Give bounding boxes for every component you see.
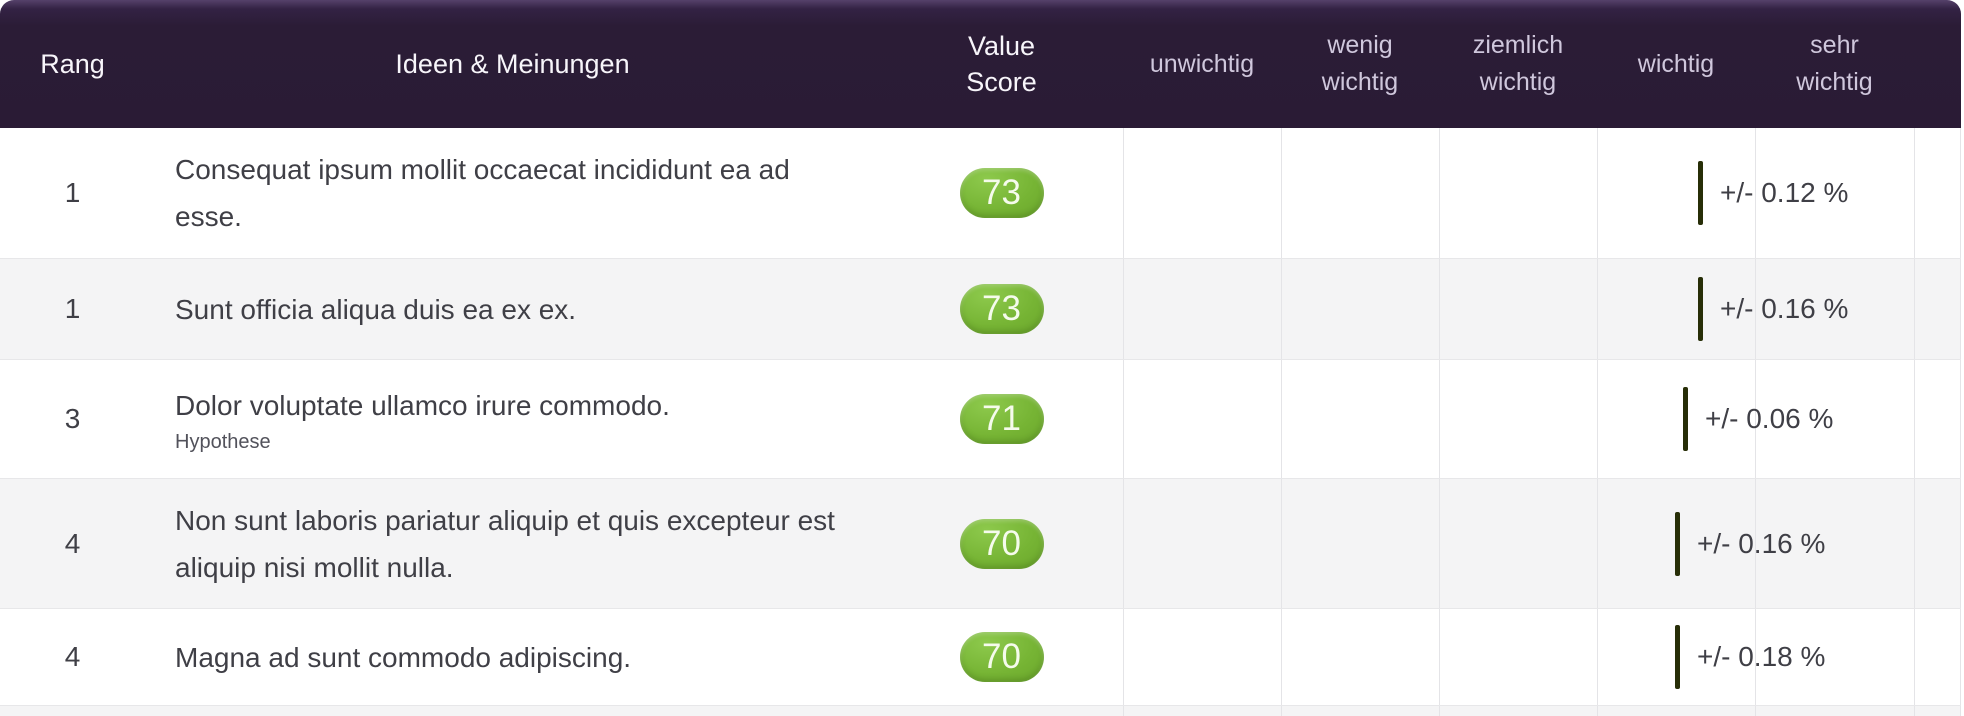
score-cell: 71 <box>880 360 1123 478</box>
idea-subtitle: Hypothese <box>175 431 271 453</box>
header-gutter <box>1914 0 1961 128</box>
scale-cell-unwichtig <box>1123 128 1281 258</box>
idea-text: Non sunt laboris pariatur aliquip et qui… <box>175 504 835 583</box>
scale-cell-sehr-wichtig <box>1755 259 1914 359</box>
idea-text: Consequat ipsum mollit occaecat incididu… <box>175 154 790 232</box>
rank-cell: 1 <box>64 177 81 208</box>
idea-cell: Non sunt laboris pariatur aliquip et qui… <box>145 479 880 608</box>
idea-text: Sunt officia aliqua duis ea ex ex. <box>175 293 577 325</box>
idea-cell: Sunt officia aliqua duis ea ex ex. <box>145 259 880 359</box>
value-score-pill: 73 <box>959 284 1044 334</box>
value-score-pill: 71 <box>959 394 1044 444</box>
scale-cell-unwichtig <box>1123 259 1281 359</box>
scale-cell-wenig-wichtig <box>1281 706 1439 716</box>
table-row[interactable]: 4 Non sunt laboris pariatur aliquip et q… <box>0 478 1961 608</box>
table-body: 1 Consequat ipsum mollit occaecat incidi… <box>0 128 1961 716</box>
scale-cell-wenig-wichtig <box>1281 360 1439 478</box>
scale-cell-sehr-wichtig <box>1755 706 1914 716</box>
score-cell <box>880 706 1123 716</box>
row-gutter <box>1914 128 1961 258</box>
scale-cell-wenig-wichtig <box>1281 609 1439 705</box>
scale-cell-ziemlich-wichtig <box>1439 706 1597 716</box>
rank-cell: 4 <box>64 527 81 559</box>
col-header-value-score: Value Score <box>966 31 1037 97</box>
row-gutter <box>1914 360 1961 478</box>
row-gutter <box>1914 479 1961 608</box>
col-header-ideen-meinungen: Ideen & Meinungen <box>395 49 630 79</box>
idea-text: Dolor voluptate ullamco irure commodo. <box>175 390 670 421</box>
col-header-rang: Rang <box>40 49 105 79</box>
scale-cell-unwichtig <box>1123 609 1281 705</box>
scale-cell-wichtig <box>1597 706 1755 716</box>
score-cell: 73 <box>880 128 1123 258</box>
score-cell: 70 <box>880 479 1123 608</box>
row-gutter <box>1914 259 1961 359</box>
scale-cell-wichtig <box>1597 360 1755 478</box>
value-score-pill: 70 <box>959 518 1044 569</box>
scale-cell-sehr-wichtig <box>1755 479 1914 608</box>
scale-cell-wichtig <box>1597 479 1755 608</box>
scale-cell-ziemlich-wichtig <box>1439 479 1597 608</box>
col-header-unwichtig: unwichtig <box>1149 49 1255 78</box>
scale-cell-wenig-wichtig <box>1281 259 1439 359</box>
scale-cell-unwichtig <box>1123 479 1281 608</box>
col-header-ziemlich-wichtig: ziemlich wichtig <box>1472 31 1564 96</box>
idea-text: Magna ad sunt commodo adipiscing. <box>175 641 632 673</box>
idea-cell: Magna ad sunt commodo adipiscing. <box>145 609 880 705</box>
scale-cell-wenig-wichtig <box>1281 128 1439 258</box>
row-gutter <box>1914 609 1961 705</box>
idea-cell: Dolor voluptate ullamco irure commodo. H… <box>145 360 880 478</box>
col-header-wichtig: wichtig <box>1637 49 1715 78</box>
col-header-sehr-wichtig: sehr wichtig <box>1796 31 1873 96</box>
scale-cell-ziemlich-wichtig <box>1439 259 1597 359</box>
scale-cell-wichtig <box>1597 259 1755 359</box>
table-row[interactable]: 1 Consequat ipsum mollit occaecat incidi… <box>0 128 1961 258</box>
scale-cell-sehr-wichtig <box>1755 128 1914 258</box>
table-row[interactable]: 3 Dolor voluptate ullamco irure commodo.… <box>0 359 1961 478</box>
rank-cell: 1 <box>64 293 81 324</box>
scale-cell-wichtig <box>1597 128 1755 258</box>
value-score-pill: 73 <box>959 168 1044 218</box>
table-row-partial[interactable] <box>0 705 1961 716</box>
scale-cell-unwichtig <box>1123 360 1281 478</box>
idea-cell <box>145 706 880 716</box>
value-score-pill: 70 <box>959 632 1044 682</box>
scale-cell-unwichtig <box>1123 706 1281 716</box>
table-header: Rang Ideen & Meinungen Value Score unwic… <box>0 0 1961 128</box>
score-cell: 70 <box>880 609 1123 705</box>
scale-cell-ziemlich-wichtig <box>1439 609 1597 705</box>
scale-cell-wichtig <box>1597 609 1755 705</box>
score-cell: 73 <box>880 259 1123 359</box>
scale-cell-ziemlich-wichtig <box>1439 360 1597 478</box>
table-row[interactable]: 4 Magna ad sunt commodo adipiscing. 70 +… <box>0 608 1961 705</box>
col-header-wenig-wichtig: wenig wichtig <box>1321 31 1399 96</box>
scale-cell-sehr-wichtig <box>1755 609 1914 705</box>
scale-cell-sehr-wichtig <box>1755 360 1914 478</box>
rank-cell: 3 <box>64 403 81 434</box>
scale-cell-ziemlich-wichtig <box>1439 128 1597 258</box>
idea-cell: Consequat ipsum mollit occaecat incididu… <box>145 128 880 258</box>
rank-cell <box>0 706 145 716</box>
rank-cell: 4 <box>64 641 81 672</box>
row-gutter <box>1914 706 1961 716</box>
table-row[interactable]: 1 Sunt officia aliqua duis ea ex ex. 73 … <box>0 258 1961 359</box>
scale-cell-wenig-wichtig <box>1281 479 1439 608</box>
